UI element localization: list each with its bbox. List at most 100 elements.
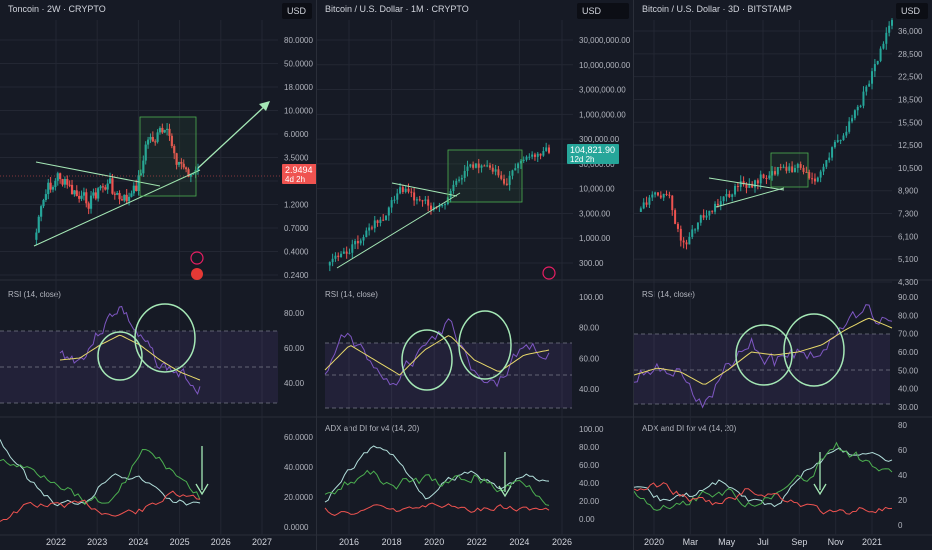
price-candle xyxy=(699,215,702,223)
price-tick-label: 10,500 xyxy=(898,164,923,173)
rsi-tick-label: 80.00 xyxy=(579,324,600,333)
rsi-tick-label: 40.00 xyxy=(284,379,305,388)
price-candle xyxy=(35,232,38,240)
price-candle xyxy=(536,153,539,157)
price-candle xyxy=(685,242,688,245)
price-candle xyxy=(679,228,682,241)
di-minus-line xyxy=(324,502,550,516)
price-candle xyxy=(825,160,828,167)
rsi-ma-line xyxy=(633,317,893,385)
price-candle xyxy=(528,156,531,158)
price-candle xyxy=(711,210,714,212)
price-candle xyxy=(505,183,508,185)
currency-button[interactable] xyxy=(282,3,312,19)
price-candle xyxy=(776,167,779,175)
adx-arrow-head xyxy=(195,483,209,496)
price-candle xyxy=(793,168,796,173)
price-candle xyxy=(99,186,102,189)
rsi-band xyxy=(634,334,890,404)
price-candle xyxy=(488,165,491,168)
adx-line xyxy=(0,439,201,507)
price-candle xyxy=(452,184,455,191)
price-candle xyxy=(542,150,545,156)
time-tick-label: 2026 xyxy=(211,537,231,547)
price-candle xyxy=(151,136,154,142)
price-candle xyxy=(387,207,390,216)
price-candle xyxy=(682,240,685,243)
price-candle xyxy=(156,132,159,142)
rsi-tick-label: 70.00 xyxy=(898,330,919,339)
panel-divider[interactable] xyxy=(633,0,634,550)
price-candle xyxy=(531,154,534,157)
price-candle xyxy=(856,106,859,111)
btc-3d-chart[interactable]: Bitcoin / U.S. Dollar · 3D · BITSTAMP USD… xyxy=(633,0,932,550)
btc-monthly-chart[interactable]: Bitcoin / U.S. Dollar · 1M · CRYPTO USD 30… xyxy=(317,0,633,550)
price-candle xyxy=(694,229,697,231)
price-candle xyxy=(168,128,171,136)
price-candle xyxy=(522,159,525,161)
price-candle xyxy=(731,194,734,197)
price-candle xyxy=(639,208,642,212)
rsi-title: RSI (14, close) xyxy=(642,290,695,299)
price-candle xyxy=(548,147,550,153)
current-price-tag-countdown: 4d 2h xyxy=(285,175,305,184)
price-tick-label: 300.00 xyxy=(579,259,604,268)
price-candle xyxy=(75,190,78,197)
price-tick-label: 10,000.00 xyxy=(579,185,615,194)
price-candle xyxy=(811,178,814,180)
time-tick-label: Nov xyxy=(828,537,845,547)
di-plus-line xyxy=(324,469,550,506)
rsi-title: RSI (14, close) xyxy=(325,290,378,299)
adx-line xyxy=(324,445,550,503)
price-candle xyxy=(805,171,808,173)
price-candle xyxy=(511,170,514,176)
adx-arrow-head xyxy=(813,483,827,496)
price-tick-label: 3,000.00 xyxy=(579,209,611,218)
currency-button[interactable] xyxy=(896,3,928,19)
price-tick-label: 22,500 xyxy=(898,73,923,82)
flag-icon[interactable] xyxy=(191,268,203,280)
price-candle xyxy=(788,166,791,171)
price-candle xyxy=(56,173,59,181)
price-candle xyxy=(645,202,648,205)
time-tick-label: 2021 xyxy=(862,537,882,547)
lightning-icon[interactable] xyxy=(190,251,204,265)
adx-tick-label: 20.00 xyxy=(579,497,600,506)
price-candle xyxy=(49,182,52,190)
price-candle xyxy=(876,60,879,65)
price-candle xyxy=(139,173,143,176)
price-candle xyxy=(517,163,520,169)
price-candle xyxy=(97,188,100,199)
currency-label: USD xyxy=(287,6,307,16)
price-candle xyxy=(424,199,427,201)
time-tick-label: Sep xyxy=(791,537,807,547)
price-tick-label: 80.0000 xyxy=(284,36,313,45)
price-candle xyxy=(113,193,116,195)
price-candle xyxy=(149,136,152,140)
price-candle xyxy=(779,167,782,169)
panel-divider[interactable] xyxy=(316,0,317,550)
price-tick-label: 1,000,000.00 xyxy=(579,110,626,119)
price-candle xyxy=(144,144,147,161)
rsi-tick-label: 40.00 xyxy=(898,385,919,394)
price-candle xyxy=(491,167,494,172)
price-candle xyxy=(132,185,135,194)
price-candle xyxy=(472,164,475,168)
price-candle xyxy=(503,178,506,184)
di-minus-line xyxy=(633,482,893,515)
price-candle xyxy=(734,186,737,195)
price-candle xyxy=(127,196,131,202)
currency-button[interactable] xyxy=(577,3,629,19)
price-candle xyxy=(125,194,128,202)
price-candle xyxy=(477,163,480,168)
price-candle xyxy=(87,203,90,209)
toncoin-chart[interactable]: Toncoin · 2W · CRYPTO USD 80.0000 50.0000 18… xyxy=(0,0,334,550)
price-tick-label: 10,000,000.00 xyxy=(579,61,631,70)
lightning-icon[interactable] xyxy=(542,266,556,280)
price-candle xyxy=(379,219,382,224)
time-tick-label: 2016 xyxy=(339,537,359,547)
price-candle xyxy=(78,196,81,199)
price-candle xyxy=(106,183,109,190)
price-candle xyxy=(688,236,691,245)
